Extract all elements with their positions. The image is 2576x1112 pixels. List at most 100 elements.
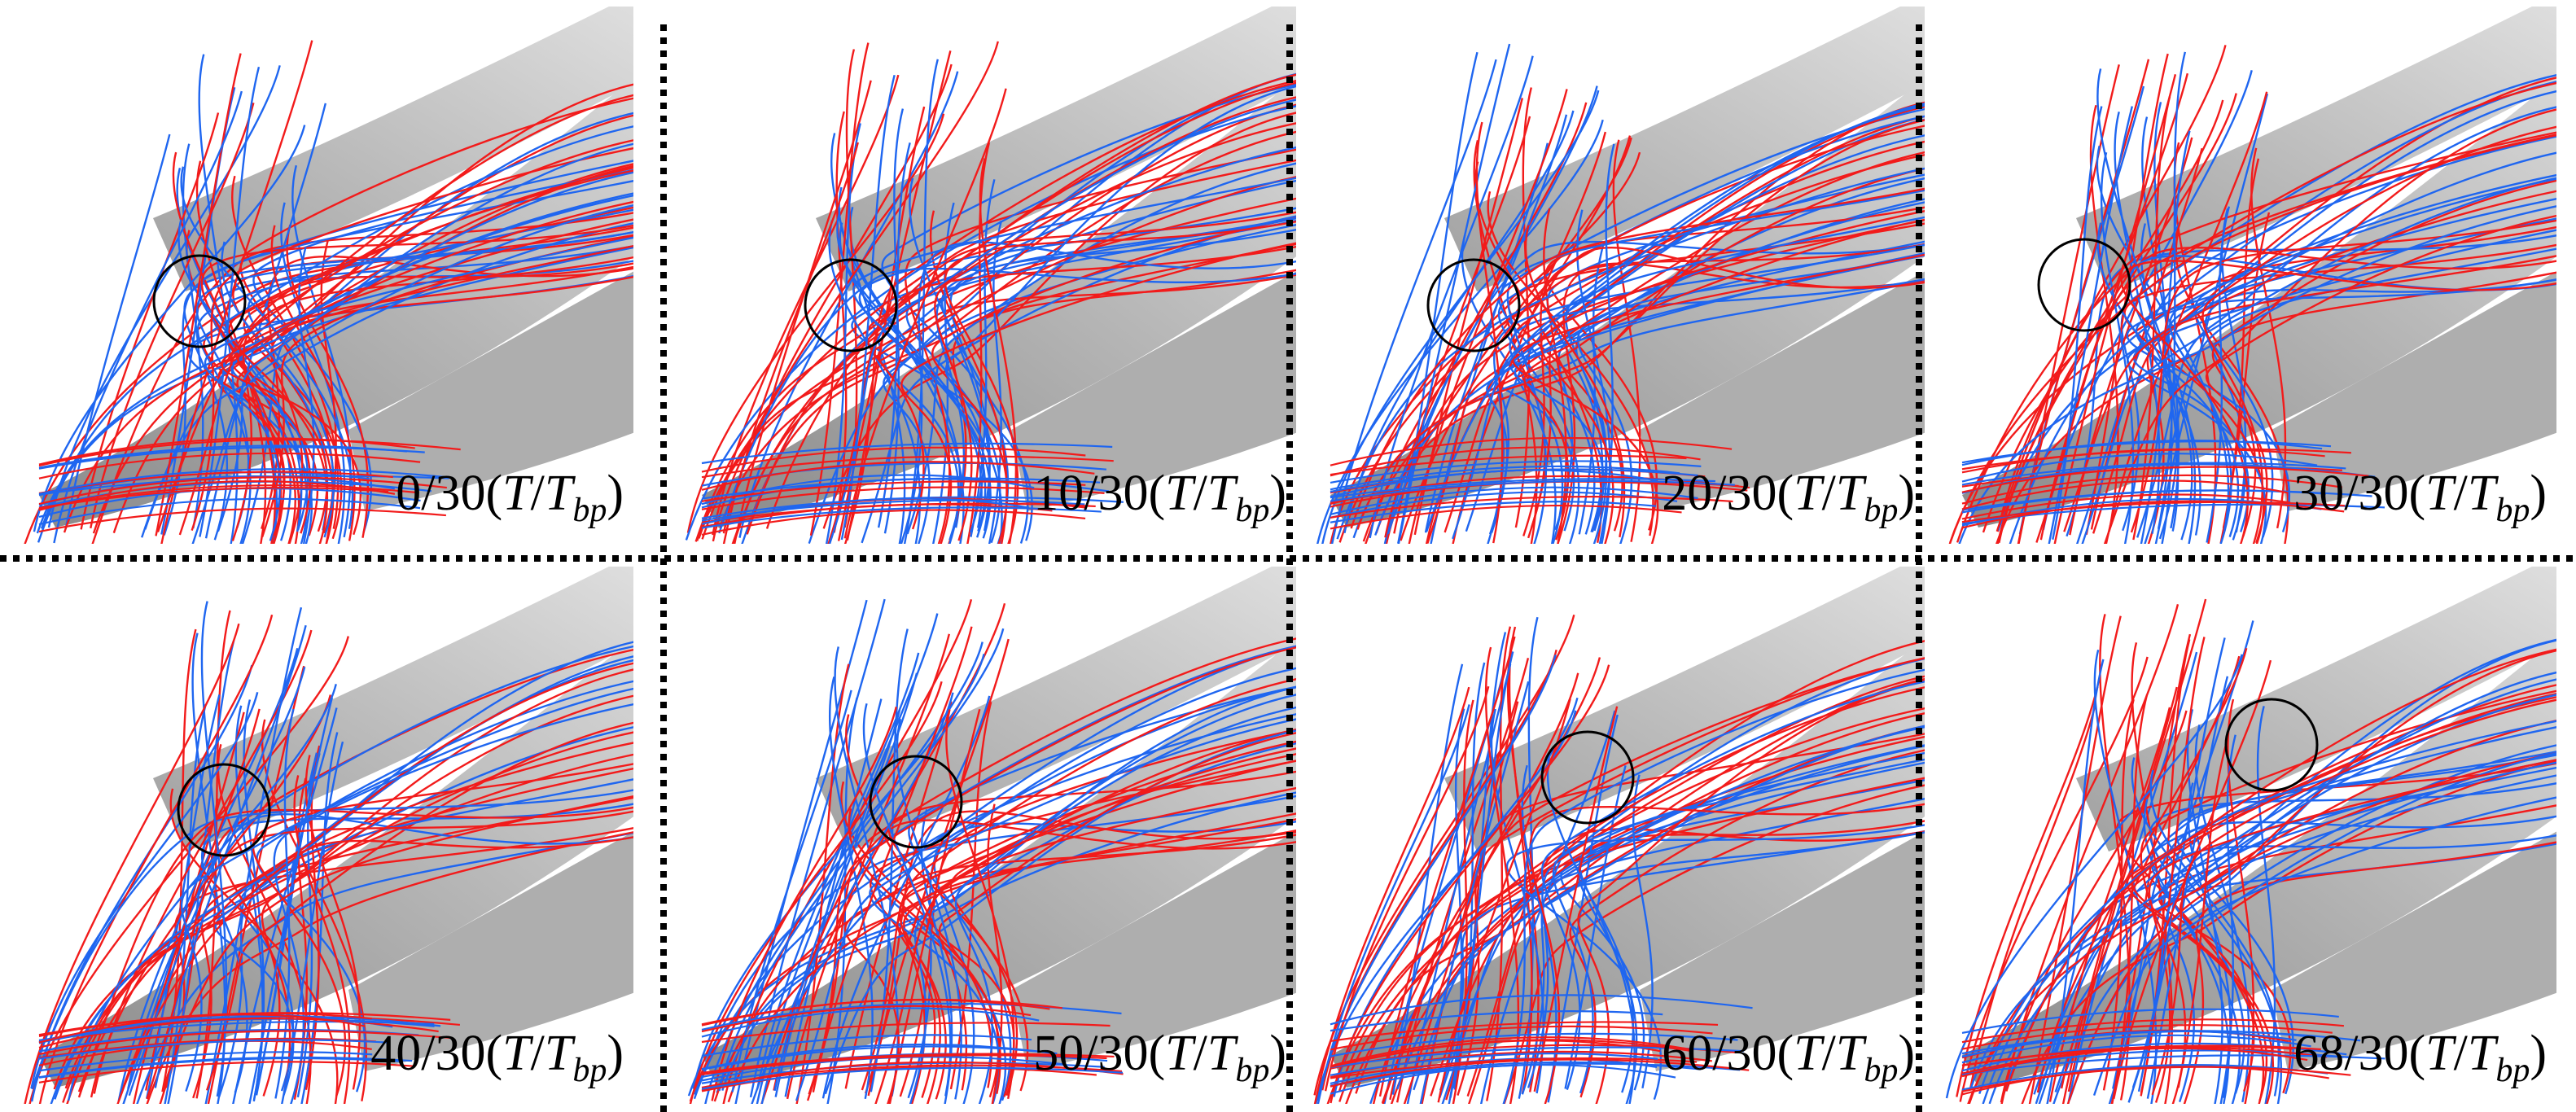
streamline — [1330, 1010, 1663, 1032]
streamline — [38, 484, 418, 510]
streamline — [1961, 1045, 2293, 1066]
streamline — [701, 1045, 1058, 1071]
streamline — [1557, 262, 1925, 544]
streamline — [161, 795, 633, 1090]
streamline — [760, 692, 954, 1104]
streamline — [1961, 501, 2346, 523]
streamline — [828, 220, 922, 544]
streamline — [865, 81, 1296, 530]
streamline — [1475, 121, 1504, 544]
streamline — [2036, 647, 2248, 1093]
streamline — [24, 623, 240, 1104]
streamline — [2158, 198, 2556, 540]
vortex-marker — [2224, 698, 2319, 792]
streamline — [908, 685, 1296, 1101]
streamline — [765, 211, 1296, 529]
streamline — [2131, 693, 2556, 1104]
streamline — [689, 681, 943, 1104]
streamline — [731, 96, 1296, 544]
label-part: ( — [1776, 1026, 1794, 1081]
panel-label: 50/30(T/Tbp) — [1033, 1026, 1286, 1089]
streamline — [192, 796, 633, 1099]
streamline — [2060, 655, 2241, 1089]
vortex-marker — [1426, 258, 1521, 352]
label-part: T — [1836, 466, 1868, 521]
streamline — [2048, 707, 2171, 1102]
streamline — [1452, 699, 1474, 1104]
label-part: / — [531, 466, 545, 521]
streamline — [1330, 496, 1733, 519]
streamline — [1502, 668, 1925, 1104]
vortex-marker — [2037, 238, 2131, 332]
streamline — [2132, 96, 2171, 541]
label-part: T — [1165, 1026, 1197, 1081]
streamline — [1336, 167, 1925, 540]
label-part: ( — [485, 466, 502, 521]
streamline — [1387, 240, 1925, 535]
streamline — [38, 452, 421, 479]
streamline — [64, 134, 171, 529]
blade — [702, 78, 1296, 528]
streamline — [701, 462, 1107, 487]
streamline — [136, 831, 633, 1104]
streamline — [2227, 698, 2255, 1104]
streamline — [1523, 218, 1925, 541]
streamline — [701, 1062, 1105, 1084]
label-part: T — [545, 1026, 576, 1081]
streamline — [687, 685, 1296, 1097]
streamline — [53, 90, 243, 544]
blade — [1444, 7, 1925, 291]
streamline — [721, 791, 1296, 1092]
streamline — [1569, 749, 1925, 1098]
streamline — [934, 122, 1296, 541]
streamline — [2081, 177, 2556, 544]
streamline — [2103, 108, 2556, 544]
streamline — [2166, 672, 2556, 1103]
streamline — [1612, 139, 1641, 542]
label-part: 30/30 — [2293, 466, 2408, 521]
label-part: T — [1794, 1026, 1825, 1081]
streamline — [698, 159, 1296, 539]
streamline — [1330, 1036, 1693, 1067]
streamline — [692, 654, 985, 1089]
streamline — [2052, 106, 2103, 540]
streamline — [38, 1061, 416, 1084]
streamline — [1996, 131, 2556, 532]
streamline — [1330, 486, 1698, 516]
streamline — [1330, 994, 1753, 1026]
streamline — [1552, 758, 1925, 1094]
streamline — [1961, 1047, 2308, 1078]
streamline — [38, 497, 421, 526]
streamline — [1577, 254, 1925, 544]
streamline — [38, 614, 274, 1104]
streamline — [2151, 698, 2556, 1096]
label-part: T — [1836, 1026, 1868, 1081]
streamline — [38, 507, 446, 533]
streamline — [843, 80, 1296, 544]
streamline — [2110, 694, 2149, 1104]
streamline — [1961, 453, 2318, 483]
streamline — [701, 1034, 1032, 1057]
streamline — [1961, 474, 2342, 505]
streamline — [217, 142, 633, 532]
streamline — [701, 442, 1113, 465]
streamline — [1338, 640, 1925, 1092]
streamline — [1961, 462, 2346, 486]
streamline — [304, 755, 361, 1090]
streamline — [228, 169, 633, 544]
streamline — [77, 806, 633, 1098]
streamline — [712, 41, 999, 542]
streamline — [38, 444, 407, 469]
panel-label: 60/30(T/Tbp) — [1662, 1026, 1915, 1089]
streamline — [1449, 651, 1514, 1098]
streamline — [1356, 119, 1925, 530]
streamline — [988, 220, 1003, 544]
streamline — [2206, 206, 2230, 543]
streamline — [38, 1015, 441, 1044]
streamline — [2063, 255, 2556, 532]
streamline — [155, 53, 242, 536]
streamline — [1330, 478, 1715, 499]
streamline — [1505, 824, 1925, 1100]
streamline — [2175, 230, 2289, 544]
